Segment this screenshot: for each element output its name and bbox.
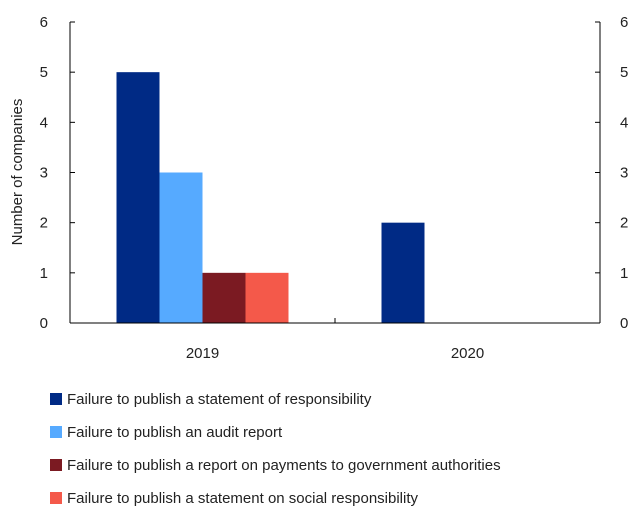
right-tick-label: 4 bbox=[620, 114, 628, 131]
right-tick-label: 5 bbox=[620, 64, 628, 81]
left-tick-label: 5 bbox=[40, 64, 48, 81]
bar-chart: 0 1 2 3 4 5 6 0 1 2 3 4 5 6 2019 2020 Number of compa… bbox=[9, 14, 628, 362]
right-tick-label: 0 bbox=[620, 315, 628, 332]
x-axis: 2019 2020 bbox=[70, 318, 600, 362]
right-tick-label: 1 bbox=[620, 265, 628, 282]
legend-item: Failure to publish a statement on social… bbox=[50, 489, 501, 507]
bar-2019-series-3 bbox=[202, 272, 246, 323]
left-tick-label: 2 bbox=[40, 215, 48, 232]
left-tick-label: 4 bbox=[40, 114, 48, 131]
legend: Failure to publish a statement of respon… bbox=[50, 390, 501, 522]
legend-label: Failure to publish a report on payments … bbox=[67, 456, 501, 474]
x-tick-label: 2020 bbox=[451, 345, 484, 362]
bars bbox=[116, 72, 425, 324]
y-axis-title: Number of companies bbox=[9, 99, 26, 246]
left-tick-label: 3 bbox=[40, 165, 48, 182]
legend-label: Failure to publish a statement of respon… bbox=[67, 390, 372, 408]
bar-2019-series-2 bbox=[159, 172, 203, 323]
right-y-axis: 0 1 2 3 4 5 6 bbox=[595, 14, 628, 332]
legend-swatch bbox=[50, 393, 62, 405]
left-tick-label: 0 bbox=[40, 315, 48, 332]
legend-swatch bbox=[50, 492, 62, 504]
right-tick-label: 6 bbox=[620, 14, 628, 31]
bar-2020-series-1 bbox=[381, 222, 425, 323]
left-y-axis: 0 1 2 3 4 5 6 bbox=[40, 14, 75, 332]
x-tick-label: 2019 bbox=[186, 345, 219, 362]
legend-item: Failure to publish an audit report bbox=[50, 423, 501, 441]
legend-swatch bbox=[50, 459, 62, 471]
left-tick-label: 6 bbox=[40, 14, 48, 31]
bar-2019-series-1 bbox=[116, 72, 160, 324]
legend-swatch bbox=[50, 426, 62, 438]
right-tick-label: 3 bbox=[620, 165, 628, 182]
right-tick-label: 2 bbox=[620, 215, 628, 232]
legend-item: Failure to publish a statement of respon… bbox=[50, 390, 501, 408]
bar-2019-series-4 bbox=[245, 272, 289, 323]
legend-label: Failure to publish an audit report bbox=[67, 423, 283, 441]
legend-label: Failure to publish a statement on social… bbox=[67, 489, 419, 507]
legend-item: Failure to publish a report on payments … bbox=[50, 456, 501, 474]
left-tick-label: 1 bbox=[40, 265, 48, 282]
